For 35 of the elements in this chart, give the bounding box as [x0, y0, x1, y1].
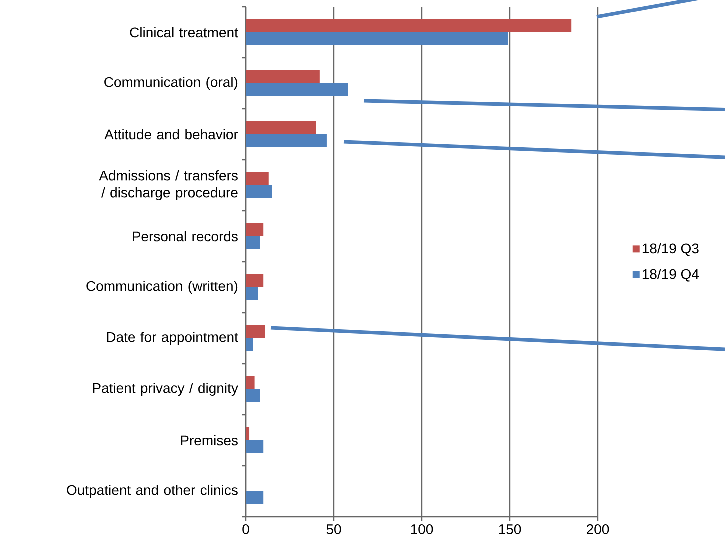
- y-tick-label: Patient privacy / dignity: [93, 382, 238, 396]
- x-tick-label: 0: [242, 524, 250, 534]
- bar: [246, 20, 572, 33]
- bar: [246, 70, 320, 84]
- bar: [246, 134, 327, 148]
- y-tick-label: Outpatient and other clinics: [67, 484, 238, 498]
- bar: [246, 236, 260, 250]
- bar: [246, 224, 264, 237]
- y-tick-label: Personal records: [133, 231, 238, 242]
- y-tick-label: Attitude and behavior: [104, 129, 238, 140]
- x-tick-label: 100: [411, 524, 434, 534]
- bar: [246, 440, 264, 454]
- bar: [246, 492, 264, 504]
- bar: [246, 390, 260, 402]
- bar: [246, 84, 348, 97]
- y-tick-label: Date for appointment: [107, 332, 238, 346]
- bar: [246, 376, 255, 390]
- bar: [246, 122, 316, 135]
- y-tick-label: Communication (written): [86, 280, 238, 294]
- bar: [246, 186, 272, 199]
- bar: [246, 288, 258, 301]
- bar: [246, 338, 254, 352]
- legend-label: 18/19 Q3: [642, 243, 699, 256]
- bar: [246, 326, 266, 339]
- y-tick-label: Premises: [181, 435, 238, 446]
- x-tick-label: 50: [326, 524, 342, 534]
- legend-label: 18/19 Q4: [642, 269, 700, 282]
- x-tick-label: 200: [587, 524, 610, 534]
- x-tick-label: 150: [499, 524, 522, 534]
- y-tick-label: Communication (oral): [104, 76, 238, 90]
- y-tick-label: Admissions / transfers / discharge procedure: [99, 170, 238, 201]
- bar: [246, 274, 264, 288]
- bar: [246, 32, 508, 46]
- bar: [246, 172, 269, 186]
- y-tick-label: Clinical treatment: [130, 27, 238, 38]
